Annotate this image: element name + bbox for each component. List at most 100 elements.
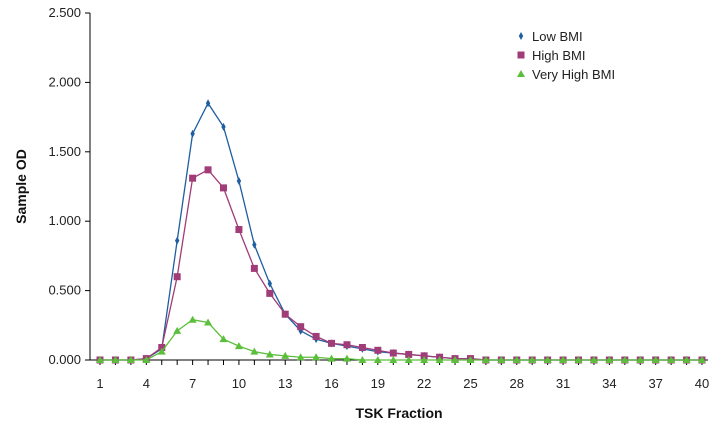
- data-point: [328, 339, 336, 347]
- legend-marker: [518, 32, 524, 40]
- data-point: [389, 356, 398, 363]
- x-tick-label: 16: [324, 376, 338, 391]
- data-point: [234, 342, 243, 350]
- data-point: [173, 273, 181, 281]
- x-tick-label: 7: [189, 376, 196, 391]
- series-very-high-bmi: [96, 315, 706, 363]
- y-tick-label: 0.000: [48, 352, 81, 367]
- data-point: [466, 356, 475, 363]
- data-point: [420, 356, 429, 363]
- data-point: [157, 347, 166, 355]
- data-point: [605, 356, 614, 363]
- series-line: [100, 319, 702, 361]
- series-high-bmi: [96, 166, 706, 364]
- data-point: [404, 356, 413, 363]
- x-tick-label: 1: [96, 376, 103, 391]
- data-point: [174, 236, 180, 245]
- data-point: [389, 349, 397, 357]
- x-tick-label: 37: [648, 376, 662, 391]
- x-tick-label: 22: [417, 376, 431, 391]
- legend-label: High BMI: [532, 48, 585, 63]
- data-point: [236, 176, 242, 185]
- x-tick-label: 19: [371, 376, 385, 391]
- data-point: [327, 354, 336, 362]
- y-tick-label: 1.000: [48, 213, 81, 228]
- data-point: [219, 335, 228, 343]
- data-point: [221, 122, 226, 131]
- series-layer: [96, 99, 706, 364]
- x-tick-label: 34: [602, 376, 616, 391]
- data-point: [481, 356, 490, 363]
- data-point: [512, 356, 521, 363]
- legend-label: Low BMI: [532, 29, 583, 44]
- legend-marker: [517, 70, 525, 77]
- data-point: [96, 356, 104, 363]
- data-point: [281, 310, 289, 318]
- data-point: [296, 353, 305, 361]
- data-point: [189, 174, 197, 182]
- data-point: [173, 326, 182, 334]
- data-point: [342, 354, 351, 362]
- data-point: [281, 351, 290, 359]
- x-tick-label: 31: [556, 376, 570, 391]
- data-point: [589, 356, 598, 363]
- data-point: [204, 318, 213, 326]
- x-tick-label: 4: [143, 376, 150, 391]
- data-point: [497, 356, 506, 363]
- data-point: [420, 352, 428, 360]
- data-point: [204, 166, 212, 174]
- data-point: [250, 347, 259, 355]
- data-point: [435, 356, 444, 363]
- data-point: [252, 240, 257, 249]
- data-point: [250, 264, 258, 272]
- y-axis-ticks: 0.000 0.500 1.000 1.500 2.000 2.500: [48, 5, 90, 367]
- data-point: [620, 356, 629, 363]
- y-tick-label: 2.500: [48, 5, 81, 20]
- data-point: [373, 356, 382, 363]
- legend-marker: [517, 51, 525, 59]
- data-point: [451, 356, 460, 363]
- data-point: [158, 344, 166, 352]
- x-axis-title: TSK Fraction: [355, 405, 442, 421]
- x-tick-label: 10: [232, 376, 246, 391]
- data-point: [205, 99, 211, 108]
- data-point: [358, 344, 366, 352]
- x-tick-label: 25: [463, 376, 477, 391]
- x-axis-ticks: 1 4 7 10 13 16 19 22 25 28 31 34 37 40: [96, 360, 709, 391]
- x-tick-label: 13: [278, 376, 292, 391]
- data-point: [126, 356, 135, 363]
- data-point: [267, 279, 272, 288]
- data-point: [682, 356, 691, 363]
- x-tick-label: 40: [695, 376, 709, 391]
- data-point: [405, 350, 413, 358]
- x-tick-label: 28: [510, 376, 524, 391]
- data-point: [574, 356, 583, 363]
- data-point: [636, 356, 645, 363]
- data-point: [528, 356, 537, 363]
- legend: Low BMI High BMI Very High BMI: [517, 29, 615, 82]
- data-point: [543, 356, 552, 363]
- series-low-bmi: [97, 99, 705, 364]
- y-tick-label: 1.500: [48, 144, 81, 159]
- data-point: [235, 226, 243, 234]
- y-tick-label: 0.500: [48, 283, 81, 298]
- data-point: [698, 356, 706, 363]
- data-point: [266, 289, 274, 297]
- data-point: [559, 356, 568, 363]
- data-point: [312, 332, 320, 340]
- y-tick-label: 2.000: [48, 74, 81, 89]
- data-point: [188, 315, 197, 323]
- data-point: [651, 356, 660, 363]
- series-line: [100, 169, 702, 361]
- data-point: [297, 323, 305, 331]
- data-point: [667, 356, 676, 363]
- axes: [89, 13, 708, 361]
- legend-label: Very High BMI: [532, 67, 615, 82]
- data-point: [374, 346, 382, 354]
- data-point: [190, 129, 195, 138]
- data-point: [343, 341, 351, 349]
- data-point: [142, 356, 151, 363]
- data-point: [265, 350, 274, 358]
